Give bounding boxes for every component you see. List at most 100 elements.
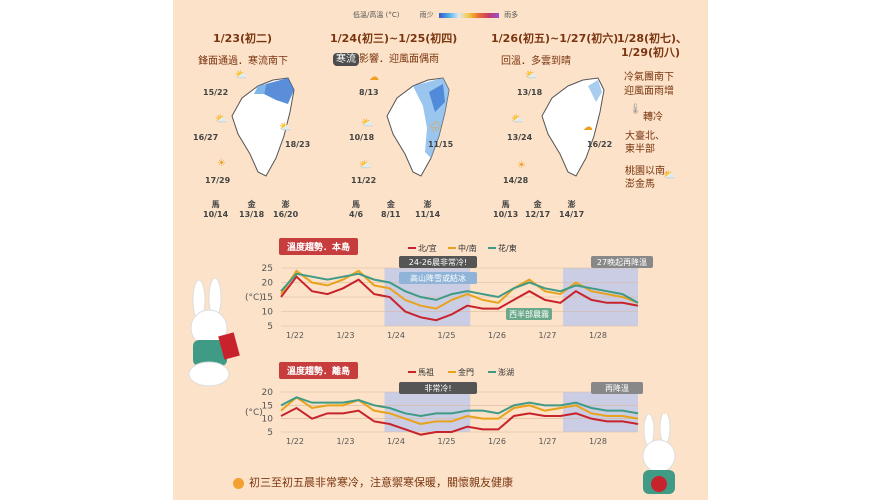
day4-desc: 冷氣團南下: [624, 72, 674, 83]
y-tick-label: 20: [262, 388, 274, 398]
annotation-box: [399, 256, 477, 268]
day2-desc: 寒流 影響．迎風面偶雨: [333, 50, 439, 66]
y-tick-label: 15: [262, 293, 273, 303]
d3-island-kinmen: 金 12/17: [525, 200, 551, 219]
x-tick-label: 1/25: [438, 331, 456, 340]
x-tick-label: 1/23: [337, 437, 355, 446]
partly-sunny-icon: ⛅: [663, 170, 676, 181]
partly-sunny-icon: ⛅: [279, 122, 292, 133]
partly-sunny-icon: ⛅: [525, 70, 538, 81]
annotation-text: 27晚起再降溫: [597, 257, 647, 267]
x-tick-label: 1/22: [286, 437, 304, 446]
d3-city-south: 14/28: [503, 176, 529, 185]
legend-gradient: [438, 12, 499, 18]
partly-sunny-icon: ⛅: [215, 114, 228, 125]
rabbit-illustration-left: [188, 278, 240, 387]
rain-cloud-icon: 🌧: [429, 122, 442, 133]
cloud-icon: ☁: [583, 122, 593, 133]
y-tick-label: 5: [267, 322, 273, 332]
chart-mainland: 25 20 15 10 5 (°C) 1/22 1/23 1/24 1/25 1/26 1/27 1/2…: [245, 243, 653, 340]
d3-island-matsu: 馬 10/13: [493, 200, 519, 219]
d3-city-north: 13/18: [517, 88, 543, 97]
x-tick-label: 1/28: [589, 331, 607, 340]
y-tick-label: 25: [262, 264, 273, 274]
taiwan-map-day3: [541, 77, 605, 177]
x-tick-label: 1/28: [589, 437, 607, 446]
day1-desc: 鋒面通過．寒流南下: [198, 56, 288, 67]
legend-bar: 低溫/高溫 (°C) 雨少 雨多: [173, 0, 708, 22]
legend-entry: 馬祖: [418, 367, 434, 377]
x-tick-label: 1/24: [387, 331, 405, 340]
x-tick-label: 1/27: [539, 437, 557, 446]
day4-note1: 大臺北、: [625, 131, 665, 142]
rabbit-illustration-right: [642, 414, 676, 494]
d1-city-north: 15/22: [203, 88, 229, 97]
series-line: [280, 406, 639, 436]
annotation-box: [399, 382, 477, 394]
series-line: [280, 272, 639, 304]
partly-sunny-icon: ⛅: [359, 160, 372, 171]
partly-sunny-icon: ⛅: [235, 70, 248, 81]
series-line: [280, 275, 639, 322]
x-tick-label: 1/24: [387, 437, 405, 446]
x-tick-label: 1/26: [488, 437, 506, 446]
weather-poster: 低溫/高溫 (°C) 雨少 雨多 1/23(初二) 鋒面通過．寒流南下 1/24…: [173, 0, 708, 500]
day4-note3: 桃園以南、: [625, 166, 675, 177]
x-tick-label: 1/22: [286, 331, 304, 340]
cold-wave-pill: 寒流: [333, 53, 359, 66]
bullet-icon: [233, 477, 244, 489]
legend-entry: 金門: [458, 367, 474, 377]
annotation-box: [591, 256, 653, 268]
d1-city-central: 16/27: [193, 133, 219, 142]
day3-desc: 回溫．多雲到晴: [501, 56, 571, 67]
d2-city-central: 10/18: [349, 133, 375, 142]
annotation-box: [591, 382, 643, 394]
d3-city-east: 16/22: [587, 140, 613, 149]
annotation-text: 再降溫: [605, 383, 629, 393]
day3-date: 1/26(初五)~1/27(初六): [491, 32, 619, 45]
y-tick-label: 5: [267, 428, 273, 438]
d1-island-kinmen: 金 13/18: [239, 200, 265, 219]
y-tick-label: 10: [262, 415, 274, 425]
day4-note4: 澎金馬: [625, 179, 655, 190]
chart1-title: 溫度趨勢．本島: [279, 238, 359, 255]
day4-date2: 1/29(初八): [621, 46, 681, 59]
y-tick-label: 15: [262, 401, 273, 411]
day4-desc2: 迎風面雨增: [624, 86, 674, 97]
precip-legend: 低溫/高溫 (°C) 雨少 雨多: [353, 10, 518, 20]
sunny-icon: ☀: [517, 160, 526, 171]
day4-date: 1/28(初七)、: [617, 32, 688, 45]
sunny-icon: ☀: [217, 158, 226, 169]
x-tick-label: 1/25: [438, 437, 456, 446]
y-axis-label: (°C): [245, 293, 263, 303]
day4-note2: 東半部: [625, 144, 655, 155]
d1-city-east: 18/23: [285, 140, 311, 149]
series-line: [280, 269, 639, 310]
day2-date: 1/24(初三)~1/25(初四): [330, 32, 458, 45]
chart-islands: 20 15 10 5 (°C) 1/22 1/23 1/24 1/25 1/26 1/27 1/28 馬…: [245, 367, 643, 446]
day4-cold: 轉冷: [643, 112, 663, 123]
legend-entry: 北/宜: [418, 243, 437, 253]
y-tick-label: 10: [262, 308, 274, 318]
d3-island-penghu: 澎 14/17: [559, 200, 585, 219]
d2-city-north: 8/13: [359, 88, 379, 97]
annotation-box: [506, 308, 552, 320]
annotation-text: 24-26晨非常冷!: [409, 257, 467, 267]
d1-island-penghu: 澎 16/20: [273, 200, 299, 219]
legend-entry: 中/南: [458, 243, 477, 253]
d2-island-kinmen: 金 8/11: [381, 200, 401, 219]
annotation-text: 西半部晨霧: [509, 309, 549, 319]
d2-island-penghu: 澎 11/14: [415, 200, 441, 219]
partly-sunny-icon: ⛅: [361, 118, 374, 129]
legend-label: 低溫/高溫 (°C): [353, 11, 400, 19]
annotation-box: [399, 272, 477, 284]
legend-left: 雨少: [419, 11, 434, 19]
cloud-icon: ☁: [369, 72, 379, 83]
taiwan-map-day1: [231, 77, 295, 177]
series-line: [280, 396, 639, 426]
x-tick-label: 1/26: [488, 331, 506, 340]
d2-city-south: 11/22: [351, 176, 377, 185]
d1-city-south: 17/29: [205, 176, 231, 185]
legend-entry: 澎湖: [498, 367, 514, 377]
y-tick-label: 20: [262, 279, 274, 289]
